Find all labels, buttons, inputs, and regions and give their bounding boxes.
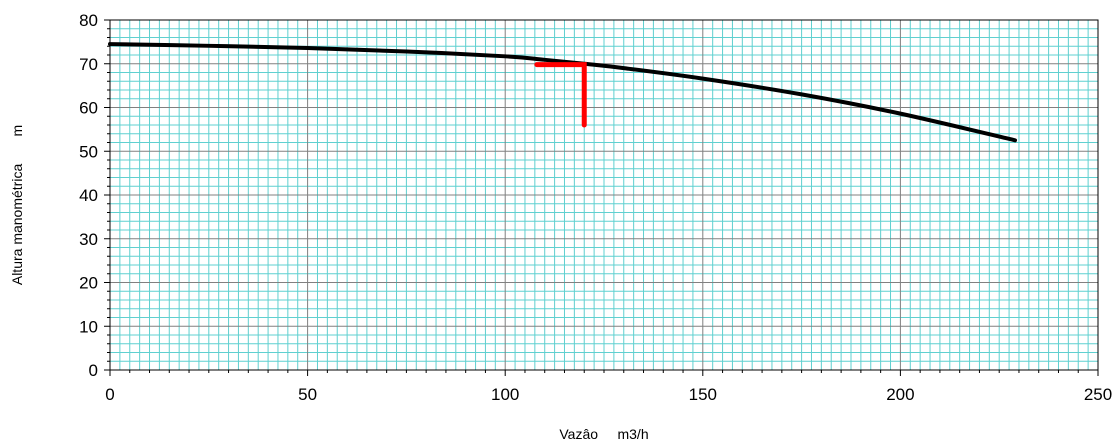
- y-axis-label: Altura manométrica m: [9, 125, 25, 285]
- y-tick-label: 60: [79, 99, 98, 118]
- x-tick-label: 0: [105, 385, 114, 404]
- major-grid: [110, 20, 1098, 370]
- x-tick-label: 200: [886, 385, 914, 404]
- y-tick-label: 70: [79, 55, 98, 74]
- x-axis-label: Vazâo m3/h: [559, 426, 648, 442]
- x-tick-labels: 0 50 100 150 200 250: [105, 385, 1112, 404]
- x-tick-label: 50: [298, 385, 317, 404]
- y-tick-labels: 0 10 20 30 40 50 60 70 80: [79, 11, 98, 380]
- y-tick-label: 30: [79, 230, 98, 249]
- y-tick-label: 20: [79, 274, 98, 293]
- series-layer: [108, 42, 1018, 143]
- y-tick-label: 10: [79, 317, 98, 336]
- x-tick-label: 150: [689, 385, 717, 404]
- y-tick-label: 0: [89, 361, 98, 380]
- x-tick-label: 100: [491, 385, 519, 404]
- operating-point-line: [534, 62, 587, 128]
- y-tick-label: 50: [79, 142, 98, 161]
- x-tick-label: 250: [1084, 385, 1112, 404]
- y-tick-label: 40: [79, 186, 98, 205]
- y-tick-label: 80: [79, 11, 98, 30]
- axis-ticks: [104, 19, 1099, 376]
